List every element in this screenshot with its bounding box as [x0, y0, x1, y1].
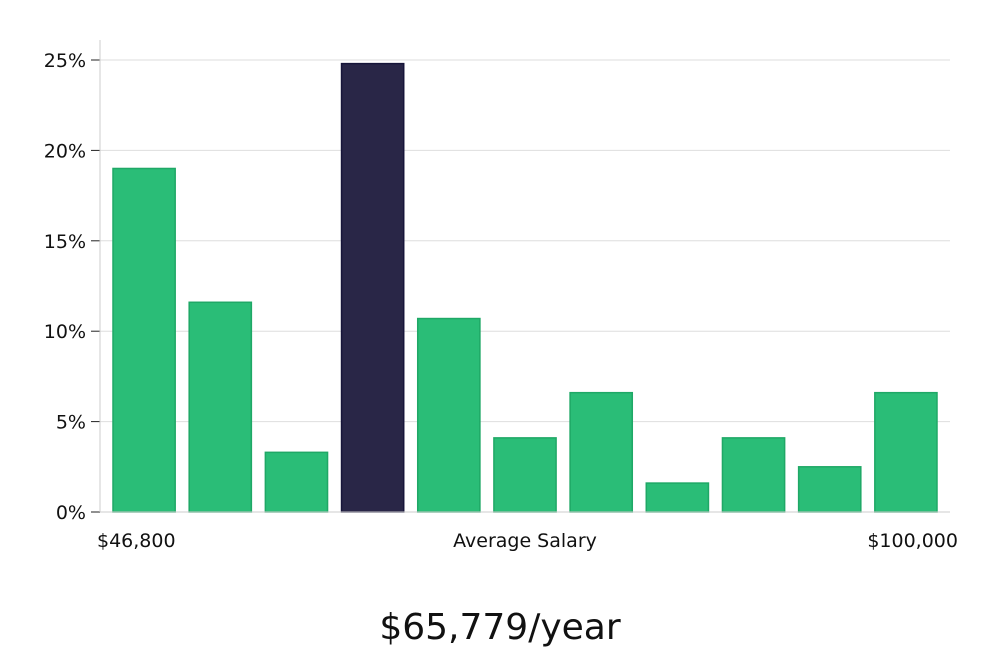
bar [188, 301, 253, 513]
x-axis-min-label: $46,800 [97, 530, 176, 552]
y-tick-label: 25% [44, 50, 86, 72]
bar [797, 466, 862, 513]
y-tick-label: 0% [56, 502, 86, 524]
bars [112, 62, 938, 513]
bar [264, 451, 329, 513]
bar [493, 437, 557, 513]
average-salary-value: $65,779/year [379, 607, 621, 648]
x-axis-max-label: $100,000 [867, 530, 958, 552]
y-tick-label: 20% [44, 140, 86, 162]
y-tick-label: 5% [56, 412, 86, 434]
bar [645, 482, 710, 513]
y-tick-label: 10% [44, 321, 86, 343]
bar [569, 391, 634, 513]
x-axis-center-label: Average Salary [453, 530, 597, 552]
bar-highlighted [340, 62, 405, 513]
bar [112, 167, 176, 513]
y-axis-ticks: 0% 5% 10% 15% 20% 25% [44, 50, 100, 524]
bar [416, 317, 481, 513]
bar [721, 437, 786, 513]
bar [874, 391, 938, 513]
y-tick-label: 15% [44, 231, 86, 253]
salary-histogram-chart: 0%5%10%15%20%25% $46,800 Average Salary … [44, 40, 958, 552]
